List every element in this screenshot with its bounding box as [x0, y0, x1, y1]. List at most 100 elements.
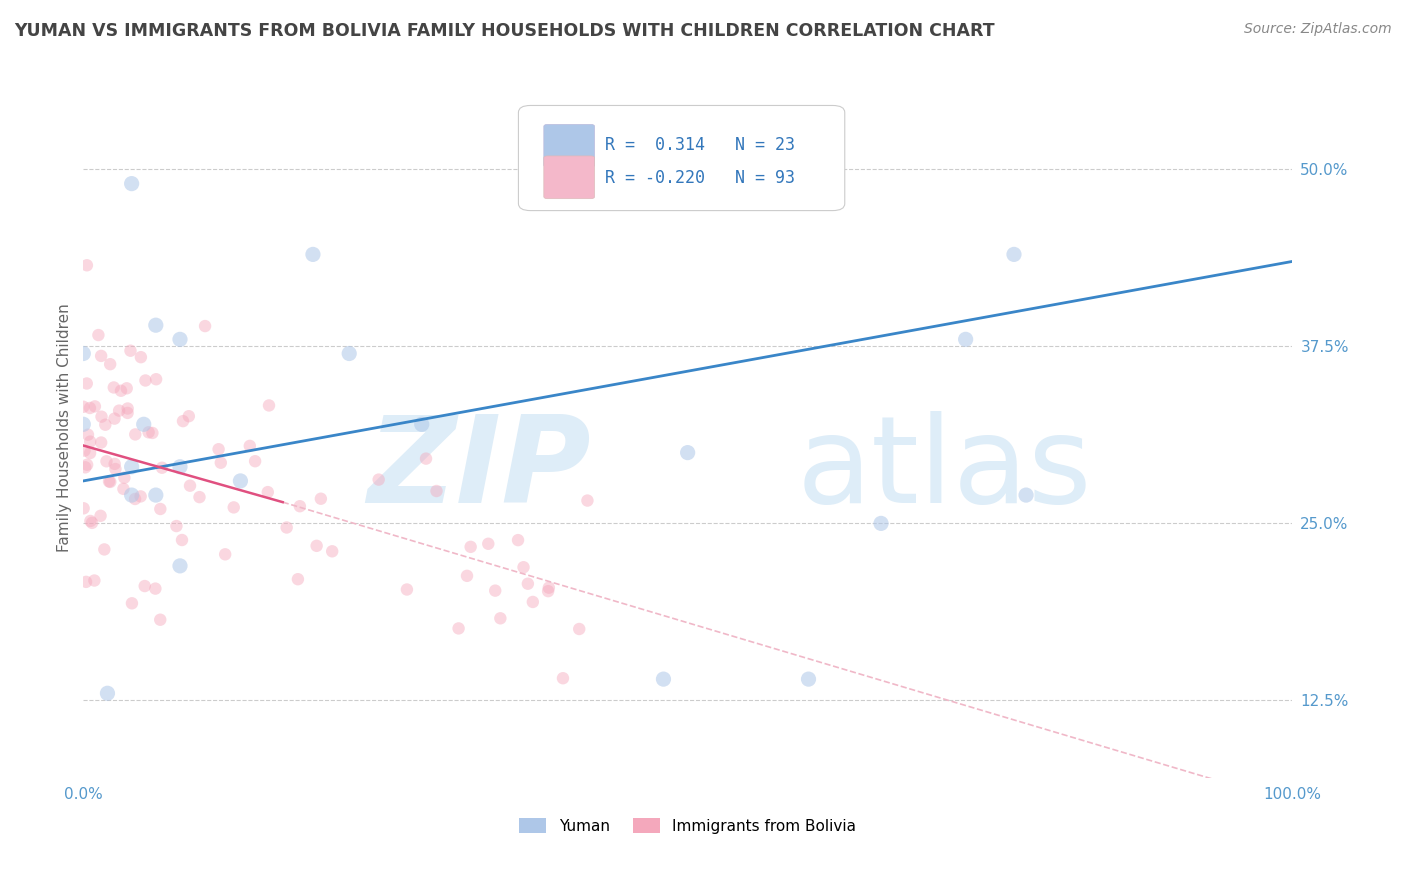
Y-axis label: Family Households with Children: Family Households with Children: [58, 303, 72, 552]
Point: [512, 560, 534, 574]
Point: [302, 247, 325, 261]
Point: [96, 454, 118, 468]
Point: [172, 414, 194, 428]
Point: [79, 434, 101, 449]
Point: [150, 460, 173, 475]
Point: [115, 381, 138, 395]
Point: [477, 537, 499, 551]
Point: [121, 459, 143, 474]
Point: [149, 502, 172, 516]
Text: R =  0.314   N = 23: R = 0.314 N = 23: [606, 136, 796, 154]
Point: [145, 488, 167, 502]
Point: [1002, 247, 1025, 261]
Point: [506, 533, 529, 548]
Point: [955, 332, 977, 346]
Point: [117, 401, 139, 416]
Point: [337, 346, 360, 360]
Point: [169, 332, 191, 346]
Point: [551, 671, 574, 685]
Point: [309, 491, 332, 506]
Point: [209, 456, 232, 470]
Text: ZIP: ZIP: [367, 411, 591, 528]
Point: [194, 319, 217, 334]
Point: [76, 458, 98, 472]
Legend: Yuman, Immigrants from Bolivia: Yuman, Immigrants from Bolivia: [519, 818, 856, 834]
Text: atlas: atlas: [796, 411, 1092, 528]
Point: [305, 539, 328, 553]
Point: [425, 483, 447, 498]
Point: [77, 427, 100, 442]
Point: [576, 493, 599, 508]
Point: [124, 427, 146, 442]
Point: [1015, 488, 1038, 502]
Point: [72, 501, 94, 516]
Point: [229, 474, 252, 488]
FancyBboxPatch shape: [519, 105, 845, 211]
FancyBboxPatch shape: [544, 156, 595, 199]
Point: [169, 459, 191, 474]
Point: [257, 399, 280, 413]
Point: [460, 540, 482, 554]
Point: [93, 542, 115, 557]
Point: [98, 357, 121, 371]
Point: [411, 417, 433, 432]
Point: [72, 346, 94, 360]
Point: [112, 471, 135, 485]
Point: [75, 574, 97, 589]
Point: [110, 384, 132, 398]
Point: [537, 584, 560, 599]
Point: [98, 475, 121, 489]
Point: [179, 479, 201, 493]
Point: [288, 500, 311, 514]
Point: [96, 686, 118, 700]
Point: [73, 443, 96, 458]
Point: [165, 519, 187, 533]
Point: [104, 457, 127, 471]
Point: [243, 454, 266, 468]
Point: [87, 328, 110, 343]
Point: [276, 520, 298, 534]
Point: [121, 177, 143, 191]
Point: [207, 442, 229, 457]
Point: [447, 621, 470, 635]
Point: [395, 582, 418, 597]
Point: [489, 611, 512, 625]
Point: [177, 409, 200, 424]
Point: [287, 572, 309, 586]
Point: [367, 473, 389, 487]
Point: [676, 445, 699, 459]
Point: [121, 596, 143, 610]
Point: [132, 417, 155, 432]
Point: [75, 460, 97, 475]
Point: [145, 372, 167, 386]
Point: [76, 376, 98, 391]
Point: [141, 425, 163, 440]
Text: Source: ZipAtlas.com: Source: ZipAtlas.com: [1244, 22, 1392, 37]
Point: [170, 533, 193, 547]
Point: [870, 516, 893, 531]
Point: [537, 581, 560, 595]
Point: [117, 406, 139, 420]
Point: [456, 569, 478, 583]
Point: [90, 508, 112, 523]
Point: [90, 435, 112, 450]
Point: [72, 400, 94, 414]
Point: [79, 446, 101, 460]
Point: [79, 401, 101, 415]
Point: [145, 318, 167, 333]
Point: [214, 547, 236, 561]
Point: [121, 488, 143, 502]
Point: [98, 475, 121, 489]
Point: [568, 622, 591, 636]
Point: [129, 350, 152, 364]
Point: [112, 482, 135, 496]
Point: [72, 417, 94, 432]
Text: YUMAN VS IMMIGRANTS FROM BOLIVIA FAMILY HOUSEHOLDS WITH CHILDREN CORRELATION CHA: YUMAN VS IMMIGRANTS FROM BOLIVIA FAMILY …: [14, 22, 994, 40]
Point: [83, 400, 105, 414]
Point: [138, 425, 160, 440]
FancyBboxPatch shape: [544, 124, 595, 167]
Point: [516, 576, 538, 591]
Point: [256, 485, 278, 500]
Point: [145, 582, 167, 596]
Point: [83, 574, 105, 588]
